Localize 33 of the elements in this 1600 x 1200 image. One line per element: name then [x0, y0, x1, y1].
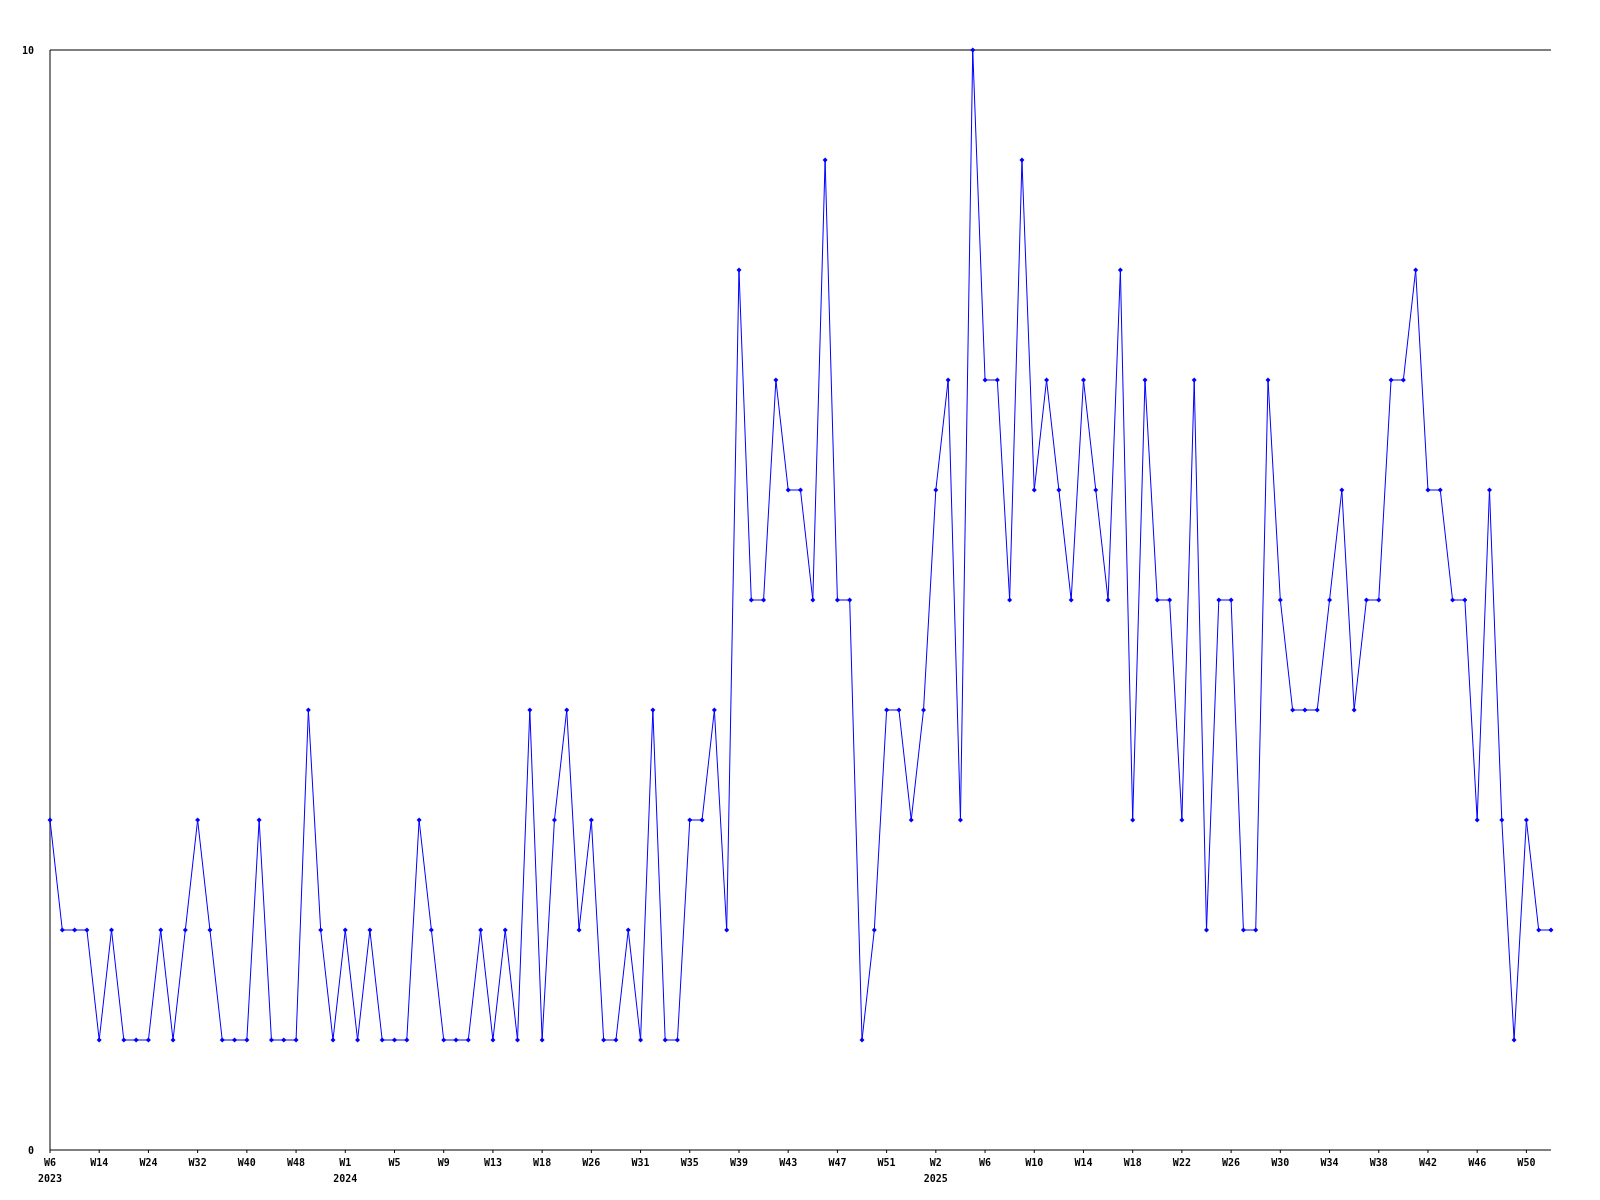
x-tick-label: W35 [680, 1157, 699, 1168]
x-tick-label: W42 [1418, 1157, 1437, 1168]
x-tick-label: W39 [729, 1157, 749, 1168]
x-tick-label: W51 [877, 1157, 896, 1168]
x-tick-label: W40 [237, 1157, 256, 1168]
x-tick-label: W43 [779, 1157, 798, 1168]
x-tick-label: W13 [483, 1157, 502, 1168]
y-tick-label: 10 [21, 44, 34, 56]
x-tick-label: W24 [139, 1157, 158, 1168]
x-tick-label: W22 [1172, 1157, 1191, 1168]
y-tick-label: 0 [27, 1144, 34, 1156]
x-tick-label: W47 [828, 1157, 847, 1168]
x-tick-label: W14 [1074, 1157, 1093, 1168]
x-tick-label: W26 [1222, 1157, 1241, 1168]
x-tick-label: W26 [582, 1157, 601, 1168]
x-tick-label: W32 [188, 1157, 207, 1168]
x-tick-label: W6 2023 [37, 1157, 63, 1184]
x-tick-label: W10 [1025, 1157, 1044, 1168]
x-tick-label: W18 [533, 1157, 552, 1168]
x-tick-label: W6 [979, 1157, 992, 1168]
x-tick-label: W48 [287, 1157, 306, 1168]
x-tick-label: W18 [1123, 1157, 1142, 1168]
x-tick-label: W34 [1320, 1157, 1339, 1168]
x-tick-label: W30 [1271, 1157, 1290, 1168]
x-tick-label: W14 [90, 1157, 109, 1168]
x-tick-label: W9 [437, 1157, 450, 1168]
x-tick-label: W1 2024 [333, 1157, 358, 1184]
x-tick-label: W31 [631, 1157, 650, 1168]
x-tick-label: W2 2025 [923, 1157, 948, 1184]
x-tick-label: W46 [1468, 1157, 1487, 1168]
x-tick-label: W50 [1517, 1157, 1536, 1168]
x-tick-label: W5 [388, 1157, 401, 1168]
x-tick-label: W38 [1369, 1157, 1388, 1168]
